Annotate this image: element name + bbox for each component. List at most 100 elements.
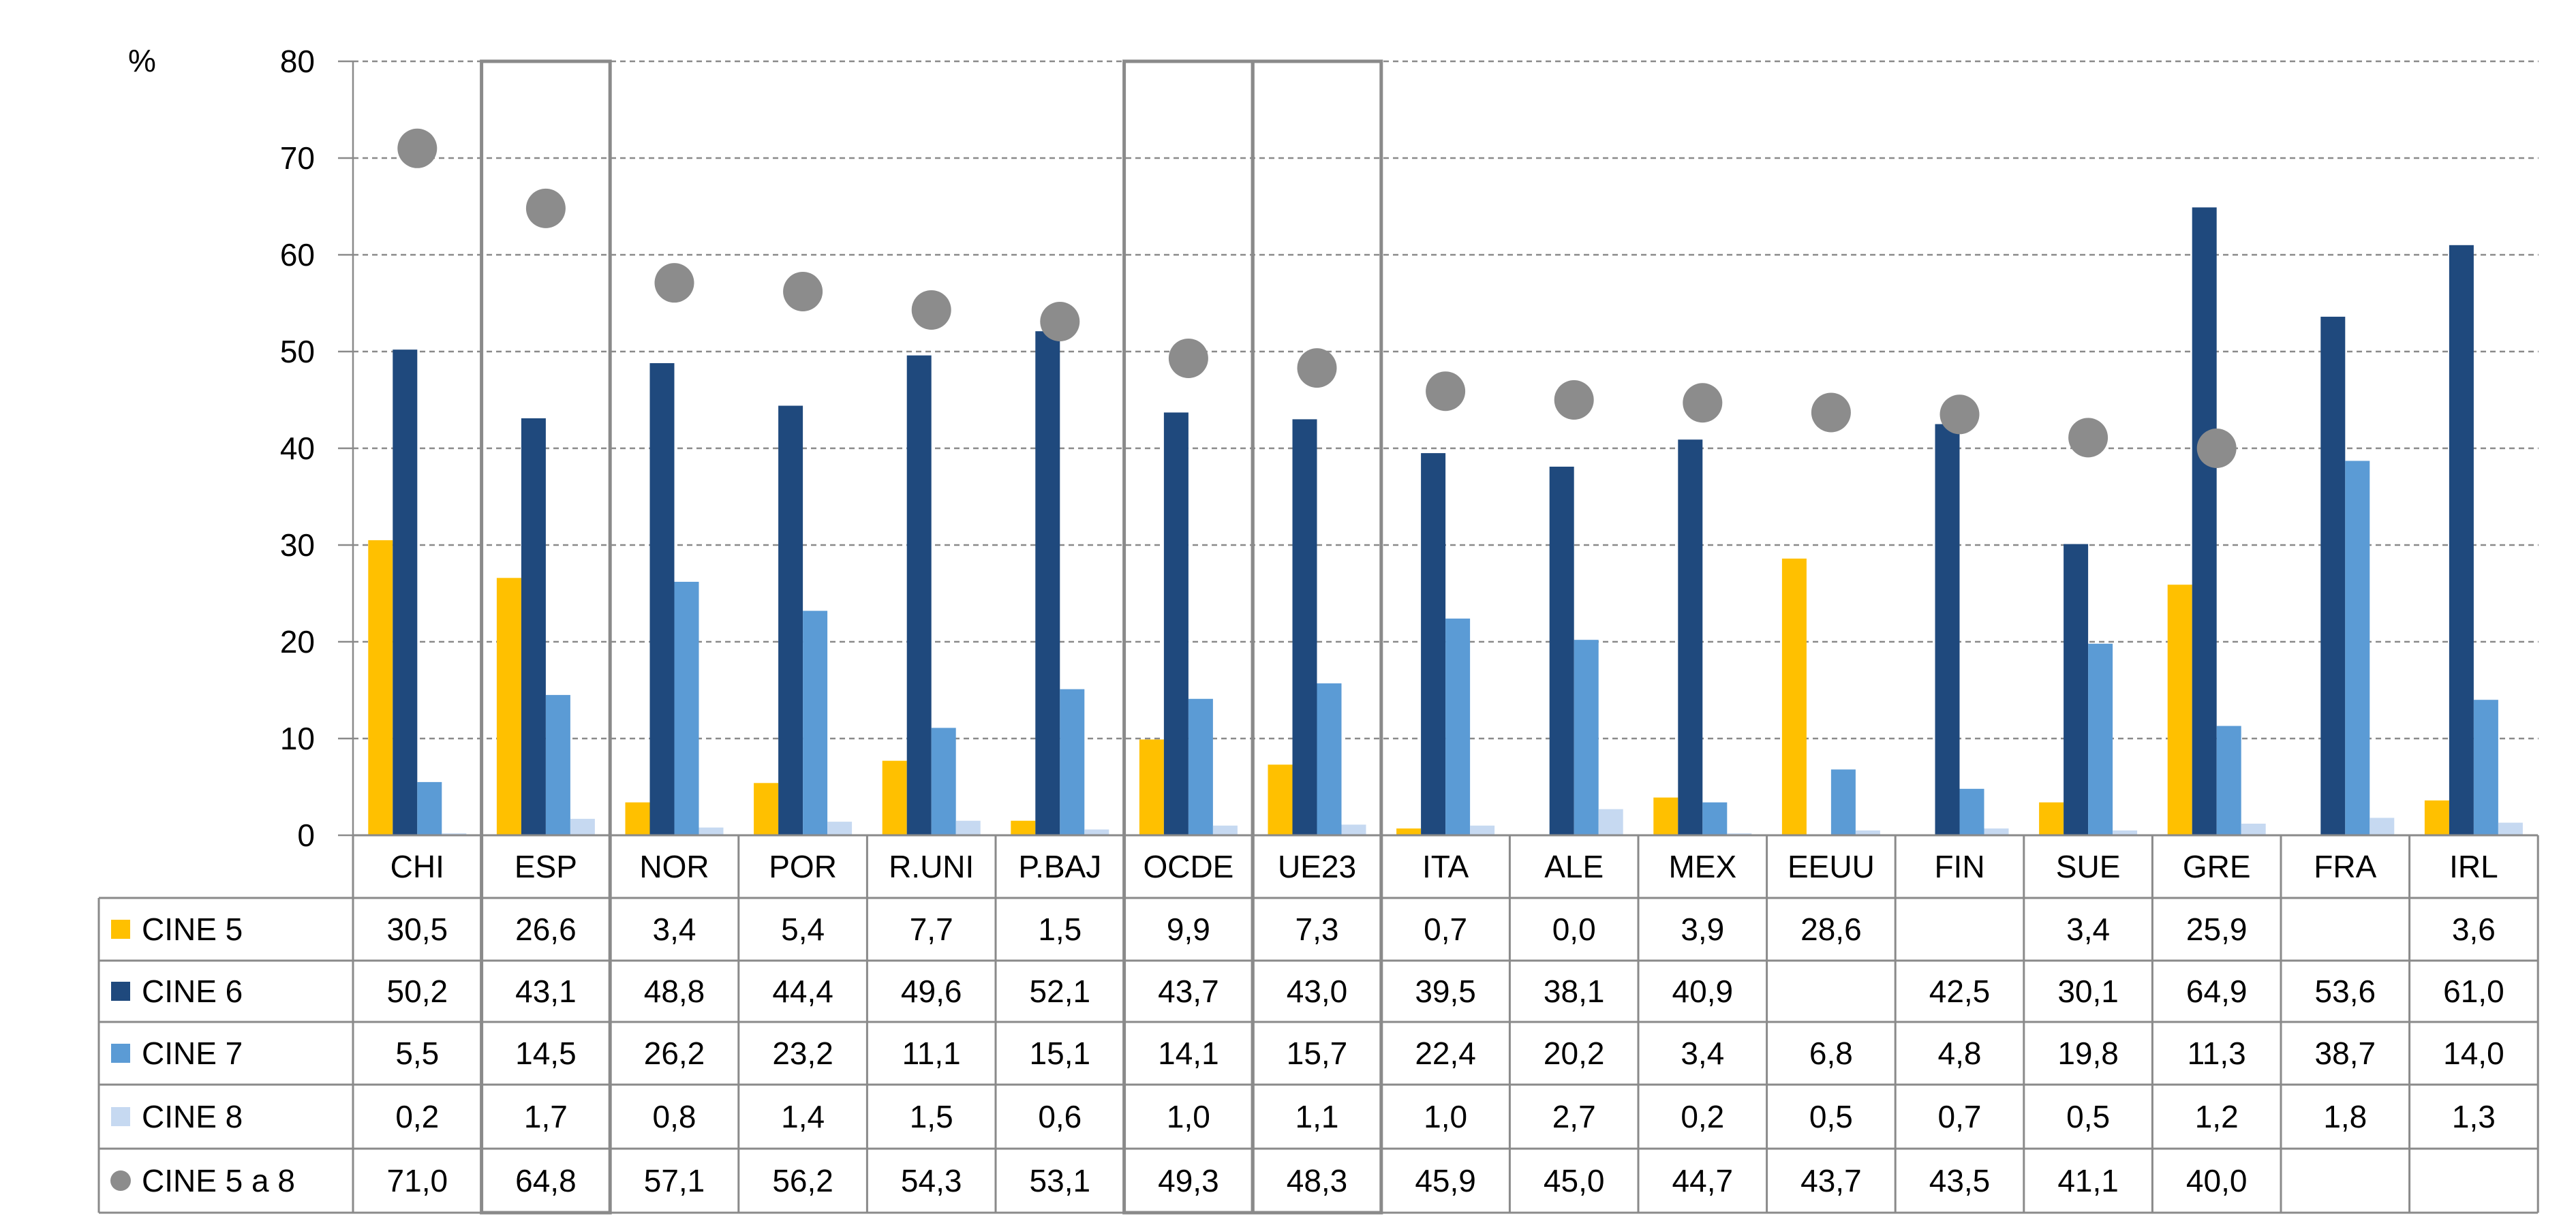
data-label-cine-5-ocde: 9,9 <box>1167 912 1210 947</box>
marker-cine-5-a-8-esp <box>525 188 566 228</box>
bar-cine-8-fin <box>1984 828 2009 835</box>
bar-cine-7-ocde <box>1188 698 1213 835</box>
bar-cine-6-por <box>778 405 803 835</box>
y-tick-label-0: 0 <box>297 818 315 853</box>
data-label-cine-5-a-8-ue23: 48,3 <box>1287 1163 1348 1198</box>
bar-cine-7-nor <box>674 581 699 835</box>
data-label-cine-5-a-8-p-baj: 53,1 <box>1030 1163 1091 1198</box>
data-label-cine-7-fin: 4,8 <box>1938 1036 1982 1071</box>
y-tick-label-40: 40 <box>280 431 315 466</box>
y-tick-label-30: 30 <box>280 527 315 563</box>
bar-cine-7-por <box>803 610 828 835</box>
data-label-cine-6-sue: 30,1 <box>2057 974 2119 1009</box>
bar-cine-6-irl <box>2449 245 2474 835</box>
data-label-cine-5-chi: 30,5 <box>387 912 448 947</box>
x-tick-label-ocde: OCDE <box>1143 849 1233 884</box>
bar-cine-8-sue <box>2113 830 2138 835</box>
data-label-cine-8-sue: 0,5 <box>2066 1099 2110 1134</box>
data-label-cine-5-gre: 25,9 <box>2186 912 2248 947</box>
data-label-cine-5-a-8-r-uni: 54,3 <box>901 1163 962 1198</box>
bar-cine-7-ita <box>1445 618 1471 835</box>
bar-cine-7-p-baj <box>1060 689 1085 835</box>
marker-cine-5-a-8-nor <box>654 263 694 303</box>
bar-cine-7-sue <box>2088 643 2113 835</box>
data-label-cine-5-r-uni: 7,7 <box>910 912 953 947</box>
y-tick-label-60: 60 <box>280 237 315 273</box>
y-tick-label-80: 80 <box>280 44 315 79</box>
bar-cine-6-ocde <box>1163 412 1189 835</box>
bar-cine-5-p-baj <box>1011 820 1036 835</box>
data-label-cine-6-mex: 40,9 <box>1672 974 1734 1009</box>
bar-cine-8-ita <box>1470 825 1495 835</box>
x-tick-label-esp: ESP <box>515 849 577 884</box>
data-label-cine-6-fra: 53,6 <box>2315 974 2376 1009</box>
data-label-cine-6-r-uni: 49,6 <box>901 974 962 1009</box>
data-label-cine-5-a-8-eeuu: 43,7 <box>1800 1163 1862 1198</box>
bar-cine-8-esp <box>570 818 595 835</box>
data-label-cine-6-chi: 50,2 <box>387 974 448 1009</box>
data-label-cine-5-a-8-sue: 41,1 <box>2057 1163 2119 1198</box>
bar-cine-8-fra <box>2370 818 2395 835</box>
legend-key-cine-6 <box>111 982 130 1001</box>
data-label-cine-8-r-uni: 1,5 <box>910 1099 953 1134</box>
data-label-cine-6-ale: 38,1 <box>1544 974 1605 1009</box>
highlight-frames <box>480 59 1383 1215</box>
data-label-cine-5-p-baj: 1,5 <box>1038 912 1082 947</box>
bar-cine-7-ue23 <box>1317 683 1342 835</box>
data-label-cine-7-ale: 20,2 <box>1544 1036 1605 1071</box>
data-label-cine-8-por: 1,4 <box>781 1099 825 1134</box>
x-tick-label-ue23: UE23 <box>1278 849 1356 884</box>
y-unit-label: % <box>128 43 156 78</box>
bar-cine-8-p-baj <box>1084 829 1109 835</box>
x-tick-label-eeuu: EEUU <box>1788 849 1875 884</box>
bar-cine-7-irl <box>2473 700 2498 835</box>
marker-cine-5-a-8-eeuu <box>1811 392 1851 433</box>
marker-cine-5-a-8-ita <box>1426 371 1466 411</box>
bar-cine-5-ita <box>1396 828 1422 835</box>
data-label-cine-8-mex: 0,2 <box>1681 1099 1724 1134</box>
marker-cine-5-a-8-ue23 <box>1297 348 1337 388</box>
bar-cine-5-chi <box>368 540 393 835</box>
data-label-cine-7-gre: 11,3 <box>2188 1036 2246 1071</box>
bar-cine-6-fra <box>2320 316 2346 835</box>
bar-cine-6-r-uni <box>906 355 932 835</box>
data-label-cine-5-a-8-por: 56,2 <box>772 1163 833 1198</box>
data-label-cine-6-gre: 64,9 <box>2186 974 2248 1009</box>
marker-cine-5-a-8-r-uni <box>911 290 951 330</box>
data-label-cine-7-eeuu: 6,8 <box>1809 1036 1853 1071</box>
highlight-frame-esp <box>480 59 612 1215</box>
bar-cine-5-ue23 <box>1268 764 1293 835</box>
marker-cine-5-a-8-p-baj <box>1040 301 1080 341</box>
bar-cine-8-irl <box>2498 822 2523 835</box>
bar-cine-7-r-uni <box>931 728 956 835</box>
data-label-cine-7-p-baj: 15,1 <box>1030 1036 1091 1071</box>
data-label-cine-5-a-8-fin: 43,5 <box>1929 1163 1991 1198</box>
legend-label-cine-5: CINE 5 <box>142 912 243 947</box>
data-table: CHI ESP NOR POR R.UNI P.BAJ OCDE UE23 ITA ALE MEX E… <box>97 834 2539 1214</box>
bar-cine-7-gre <box>2216 726 2241 835</box>
data-label-cine-7-ue23: 15,7 <box>1287 1036 1348 1071</box>
legend-key-cine-7 <box>111 1044 130 1063</box>
data-label-cine-5-a-8-chi: 71,0 <box>387 1163 448 1198</box>
legend-label-cine-6: CINE 6 <box>142 974 243 1009</box>
markers-layer <box>397 128 2237 468</box>
bar-cine-7-eeuu <box>1830 769 1856 835</box>
legend-label-cine-7: CINE 7 <box>142 1036 243 1071</box>
bar-cine-6-sue <box>2064 544 2089 835</box>
data-label-cine-6-fin: 42,5 <box>1929 974 1991 1009</box>
data-label-cine-5-ale: 0,0 <box>1552 912 1596 947</box>
x-tick-label-irl: IRL <box>2449 849 2498 884</box>
bar-cine-8-por <box>827 822 853 835</box>
data-label-cine-8-esp: 1,7 <box>524 1099 568 1134</box>
legend-key-cine-5 <box>111 920 130 939</box>
data-label-cine-7-chi: 5,5 <box>395 1036 439 1071</box>
data-label-cine-5-nor: 3,4 <box>653 912 696 947</box>
data-label-cine-7-ocde: 14,1 <box>1158 1036 1219 1071</box>
data-label-cine-5-sue: 3,4 <box>2066 912 2110 947</box>
bar-cine-5-sue <box>2039 802 2064 835</box>
data-label-cine-5-irl: 3,6 <box>2452 912 2496 947</box>
data-label-cine-5-ita: 0,7 <box>1424 912 1467 947</box>
bar-cine-5-nor <box>625 802 650 835</box>
marker-cine-5-a-8-ale <box>1554 380 1594 420</box>
